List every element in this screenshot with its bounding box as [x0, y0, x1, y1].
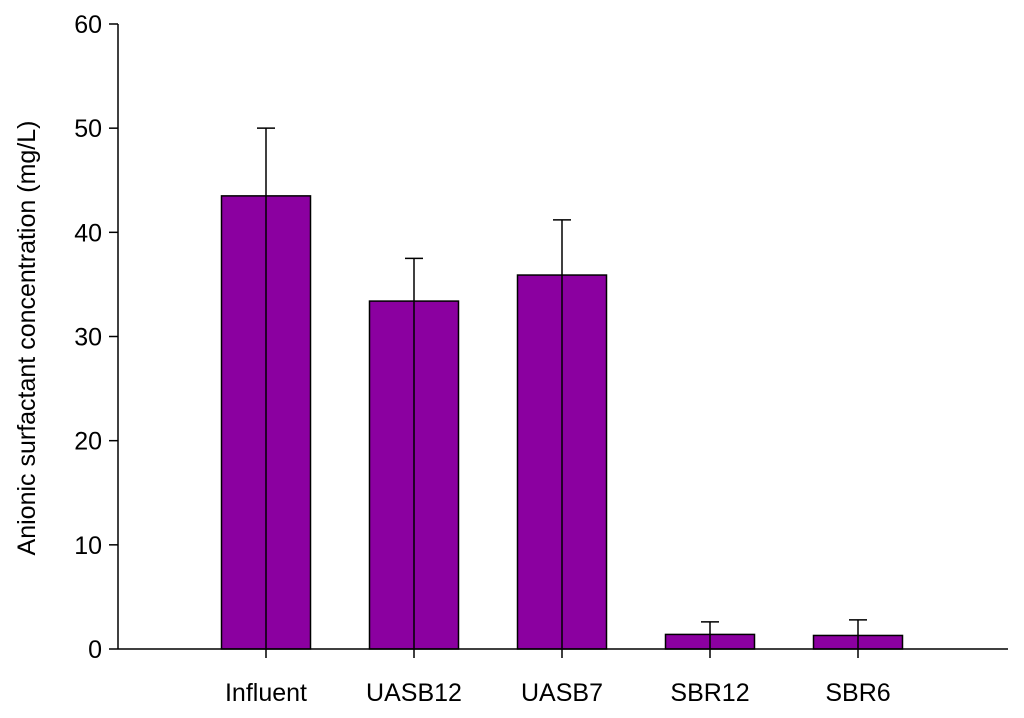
y-tick-label: 50 — [74, 115, 102, 143]
y-axis-title: Anionic surfactant concentration (mg/L) — [13, 121, 41, 556]
x-tick-label-sbr6: SBR6 — [825, 679, 890, 707]
y-tick-label: 30 — [74, 324, 102, 352]
error-bars-layer — [257, 127, 867, 649]
y-tick-label: 20 — [74, 428, 102, 456]
y-ticks: 0 10 20 30 40 50 60 — [74, 11, 118, 664]
x-tick-labels: Influent UASB12 UASB7 SBR12 SBR6 — [225, 649, 891, 707]
y-tick-label: 40 — [74, 219, 102, 247]
y-tick-label: 10 — [74, 532, 102, 560]
x-tick-label-uasb7: UASB7 — [521, 679, 603, 707]
y-tick-label: 60 — [74, 11, 102, 39]
x-tick-label-uasb12: UASB12 — [366, 679, 462, 707]
y-tick-label: 0 — [88, 636, 102, 664]
x-tick-label-sbr12: SBR12 — [670, 679, 749, 707]
x-tick-label-influent: Influent — [225, 679, 307, 707]
